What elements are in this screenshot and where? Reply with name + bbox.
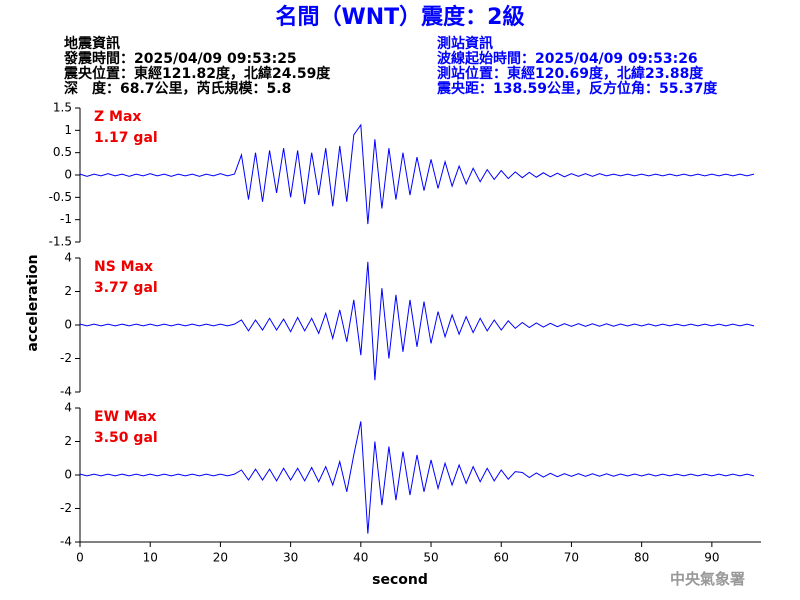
x-tick-label: 0 <box>76 551 84 565</box>
x-tick-label: 20 <box>213 551 228 565</box>
x-tick-label: 50 <box>423 551 438 565</box>
y-tick-label: -4 <box>60 385 72 399</box>
x-tick-label: 10 <box>143 551 158 565</box>
y-tick-label: -0.5 <box>49 190 72 204</box>
y-tick-label: 1.5 <box>53 101 72 115</box>
trace <box>79 421 755 534</box>
footer: 中央氣象署 <box>670 570 745 588</box>
x-tick-label: 90 <box>704 551 719 565</box>
trace <box>79 123 755 225</box>
x-axis-label: second <box>372 572 428 588</box>
y-tick-label: 4 <box>64 251 72 265</box>
max-label: 3.77 gal <box>94 280 158 296</box>
info-right: 測站位置：東經120.69度，北緯23.88度 <box>437 65 704 82</box>
y-tick-label: -2 <box>60 351 72 365</box>
y-tick-label: 2 <box>64 434 72 448</box>
y-tick-label: -4 <box>60 535 72 549</box>
y-axis-label: acceleration <box>25 254 41 351</box>
x-tick-label: 60 <box>494 551 509 565</box>
y-tick-label: 2 <box>64 284 72 298</box>
info-right: 波線起始時間：2025/04/09 09:53:26 <box>437 50 698 67</box>
info-left: 發震時間：2025/04/09 09:53:25 <box>63 50 297 67</box>
y-tick-label: 0 <box>64 468 72 482</box>
max-label: 3.50 gal <box>94 430 158 446</box>
info-left: 震央位置：東經121.82度，北緯24.59度 <box>63 65 331 82</box>
trace-name: EW Max <box>94 409 156 425</box>
info-left: 地震資訊 <box>64 35 120 52</box>
y-tick-label: 0 <box>64 318 72 332</box>
info-left: 深 度：68.7公里，芮氏規模：5.8 <box>64 80 291 97</box>
info-right: 震央距：138.59公里，反方位角：55.37度 <box>436 80 718 97</box>
y-tick-label: 1 <box>64 123 72 137</box>
y-tick-label: 4 <box>64 401 72 415</box>
x-tick-label: 40 <box>353 551 368 565</box>
x-tick-label: 30 <box>283 551 298 565</box>
trace-name: NS Max <box>94 259 153 275</box>
trace-name: Z Max <box>94 109 141 125</box>
x-tick-label: 70 <box>564 551 579 565</box>
info-right: 測站資訊 <box>437 35 493 52</box>
trace <box>79 261 755 381</box>
chart-title: 名間（WNT）震度：2級 <box>276 4 525 30</box>
y-tick-label: 0.5 <box>53 145 72 159</box>
y-tick-label: -2 <box>60 501 72 515</box>
max-label: 1.17 gal <box>94 130 158 146</box>
y-tick-label: 0 <box>64 168 72 182</box>
y-tick-label: -1.5 <box>49 235 72 249</box>
x-tick-label: 80 <box>634 551 649 565</box>
y-tick-label: -1 <box>60 212 72 226</box>
